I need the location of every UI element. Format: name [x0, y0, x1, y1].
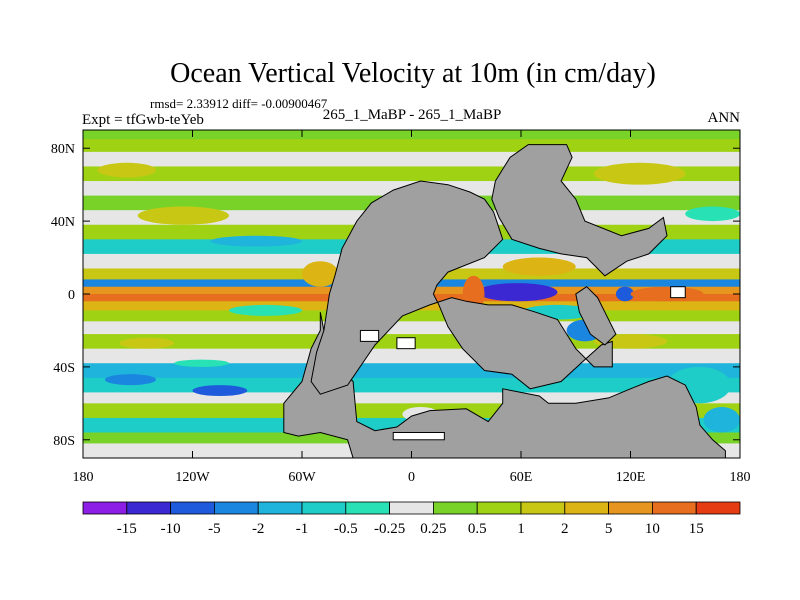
- colorbar-swatch-2: [170, 501, 215, 515]
- season-label: ANN: [708, 110, 741, 126]
- y-tick-label-2: 0: [68, 288, 75, 303]
- velocity-band-1: [83, 139, 740, 153]
- colorbar-swatch-12: [608, 501, 653, 515]
- colorbar-label-8: 0.5: [468, 521, 487, 537]
- colorbar-label-11: 5: [605, 521, 613, 537]
- island-3: [392, 431, 445, 441]
- colorbar-label-7: 0.25: [420, 521, 446, 537]
- velocity-anomaly-0: [97, 162, 156, 178]
- x-tick-label-2: 60W: [288, 470, 316, 485]
- velocity-anomaly-8: [174, 359, 229, 367]
- colorbar-swatch-9: [476, 501, 522, 515]
- x-tick-label-1: 120W: [175, 470, 210, 485]
- case-label: 265_1_MaBP - 265_1_MaBP: [323, 107, 502, 123]
- x-tick-label-4: 60E: [510, 470, 533, 485]
- velocity-anomaly-18: [615, 286, 635, 302]
- colorbar-swatch-13: [652, 501, 697, 515]
- colorbar-label-1: -10: [161, 521, 181, 537]
- x-tick-label-3: 0: [408, 470, 415, 485]
- map-plot-area: [83, 130, 740, 458]
- x-tick-label-5: 120E: [616, 470, 646, 485]
- colorbar-swatch-7: [389, 501, 434, 515]
- colorbar-swatch-1: [126, 501, 172, 515]
- velocity-band-20: [83, 377, 740, 393]
- colorbar-label-3: -2: [252, 521, 265, 537]
- colorbar-swatch-14: [695, 501, 741, 515]
- velocity-anomaly-6: [192, 385, 248, 397]
- land-mask: [283, 144, 726, 458]
- y-axis: 80N 40N 0 40S 80S: [51, 142, 740, 449]
- landmass-1: [310, 180, 613, 395]
- landmass-0: [283, 312, 726, 458]
- colorbar-label-13: 15: [689, 521, 704, 537]
- velocity-band-2: [83, 151, 740, 167]
- y-tick-label-4: 80S: [53, 434, 75, 449]
- chart-title: Ocean Vertical Velocity at 10m (in cm/da…: [170, 58, 656, 89]
- colorbar-label-9: 1: [517, 521, 525, 537]
- landmass-2: [491, 144, 668, 277]
- velocity-anomaly-3: [302, 261, 339, 287]
- landmass-3: [575, 286, 617, 346]
- y-tick-label-0: 80N: [51, 142, 75, 157]
- colorbar-swatch-6: [345, 501, 390, 515]
- velocity-anomaly-24: [685, 206, 740, 222]
- colorbar-swatch-3: [213, 501, 259, 515]
- colorbar: -15 -10 -5 -2 -1 -0.5 -0.25 0.25 0.5 1 2 5 10 15: [82, 501, 741, 537]
- x-tick-label-6: 180: [730, 470, 751, 485]
- x-axis: 180 120W 60W 0 60E 120E 180: [73, 130, 751, 485]
- velocity-anomaly-5: [104, 374, 156, 386]
- velocity-anomaly-2: [210, 235, 302, 247]
- colorbar-swatch-11: [564, 501, 609, 515]
- colorbar-swatch-8: [432, 501, 478, 515]
- colorbar-label-6: -0.25: [374, 521, 405, 537]
- y-tick-label-1: 40N: [51, 215, 75, 230]
- colorbar-label-10: 2: [561, 521, 569, 537]
- velocity-anomaly-22: [703, 406, 740, 433]
- island-1: [396, 337, 416, 350]
- x-tick-label-0: 180: [73, 470, 94, 485]
- island-2: [670, 286, 686, 299]
- colorbar-label-2: -5: [208, 521, 221, 537]
- velocity-anomaly-12: [477, 283, 558, 302]
- island-0: [359, 329, 380, 342]
- velocity-band-3: [83, 166, 740, 182]
- velocity-anomaly-23: [594, 162, 686, 185]
- velocity-anomaly-7: [119, 337, 175, 349]
- colorbar-label-4: -1: [296, 521, 309, 537]
- colorbar-label-12: 10: [645, 521, 660, 537]
- colorbar-swatch-5: [301, 501, 347, 515]
- velocity-band-21: [83, 392, 740, 404]
- colorbar-swatch-4: [257, 501, 303, 515]
- colorbar-label-5: -0.5: [334, 521, 358, 537]
- velocity-band-15: [83, 310, 740, 322]
- velocity-band-16: [83, 321, 740, 335]
- velocity-anomaly-4: [229, 304, 302, 316]
- y-tick-label-3: 40S: [53, 361, 75, 376]
- stats-label: rmsd= 2.33912 diff= -0.00900467: [150, 96, 328, 111]
- velocity-anomaly-1: [137, 206, 229, 225]
- colorbar-swatch-0: [82, 501, 128, 515]
- colorbar-swatch-10: [520, 501, 566, 515]
- velocity-anomaly-19: [630, 286, 704, 302]
- velocity-anomaly-14: [502, 257, 576, 276]
- colorbar-label-0: -15: [117, 521, 137, 537]
- experiment-label: Expt = tfGwb-teYeb: [82, 112, 204, 128]
